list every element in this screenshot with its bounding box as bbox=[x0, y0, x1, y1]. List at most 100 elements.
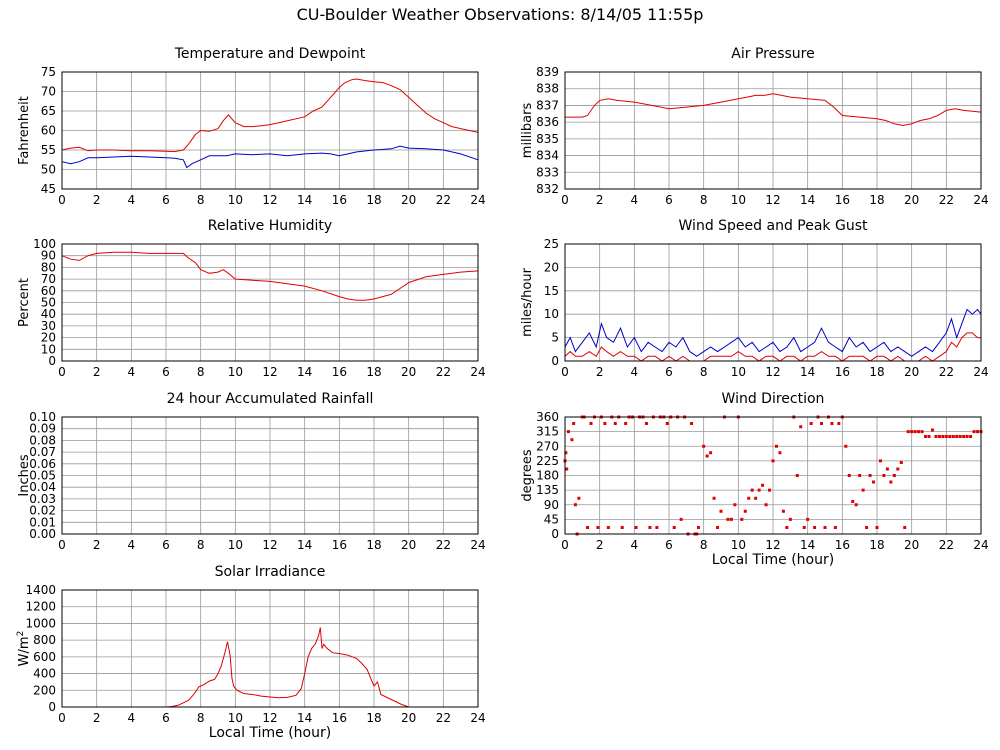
rainfall-xtick-label: 6 bbox=[162, 538, 170, 552]
temperature-xtick-label: 4 bbox=[128, 193, 136, 207]
solar-ytick-label: 1400 bbox=[25, 583, 56, 597]
wind-direction-point bbox=[972, 430, 976, 434]
wind-direction-xtick-label: 18 bbox=[869, 538, 884, 552]
wind-direction-point bbox=[696, 526, 700, 529]
wind-direction-ylabel: degrees bbox=[520, 449, 535, 502]
humidity-ytick-label: 40 bbox=[41, 307, 56, 321]
wind-direction-ytick-label: 270 bbox=[536, 439, 559, 453]
solar-title: Solar Irradiance bbox=[215, 564, 326, 580]
pressure-series-0-line bbox=[565, 93, 982, 127]
humidity-ylabel: Percent bbox=[17, 278, 32, 327]
wind-speed-xtick-label: 0 bbox=[561, 365, 569, 379]
wind-direction-point bbox=[809, 422, 813, 425]
wind-direction-point bbox=[889, 480, 893, 484]
wind-speed-xtick-label: 8 bbox=[700, 365, 708, 379]
wind-direction-point bbox=[872, 480, 876, 484]
pressure-xtick-label: 14 bbox=[800, 193, 815, 207]
pressure-xtick-label: 24 bbox=[973, 193, 988, 207]
temperature-xtick-label: 16 bbox=[332, 193, 347, 207]
rainfall-ytick-label: 0.05 bbox=[29, 469, 56, 483]
wind-direction-point bbox=[719, 509, 723, 513]
wind-direction-xtick-label: 24 bbox=[973, 538, 988, 552]
wind-direction-point bbox=[910, 430, 914, 434]
wind-direction-ytick-label: 90 bbox=[544, 498, 559, 512]
humidity-ytick-label: 70 bbox=[41, 272, 56, 286]
rainfall-xtick-label: 8 bbox=[197, 538, 205, 552]
wind-direction-point bbox=[813, 526, 817, 529]
wind-direction-point bbox=[906, 430, 910, 434]
wind-direction-point bbox=[830, 422, 834, 425]
solar-ytick-label: 1200 bbox=[25, 600, 56, 614]
wind-direction-point bbox=[802, 526, 806, 529]
wind-speed-ytick-label: 0 bbox=[551, 354, 559, 368]
humidity-xtick-label: 18 bbox=[366, 365, 381, 379]
wind-speed-xtick-label: 18 bbox=[869, 365, 884, 379]
wind-direction-point bbox=[586, 526, 590, 529]
wind-direction-point bbox=[750, 488, 754, 492]
wind-direction-point bbox=[976, 430, 980, 434]
solar-xtick-label: 22 bbox=[436, 711, 451, 725]
pressure-xtick-label: 16 bbox=[835, 193, 850, 207]
wind-direction-title: Wind Direction bbox=[722, 391, 825, 407]
wind-direction-ytick-label: 135 bbox=[536, 483, 559, 497]
rainfall-ytick-label: 0.00 bbox=[29, 527, 56, 541]
rainfall-ytick-label: 0.07 bbox=[29, 445, 56, 459]
pressure-frame bbox=[564, 71, 982, 190]
wind-direction-point bbox=[747, 496, 751, 500]
wind-speed-ylabel: miles/hour bbox=[520, 267, 535, 336]
wind-speed-ytick-label: 20 bbox=[544, 260, 559, 274]
wind-direction-point bbox=[930, 428, 934, 432]
solar-xtick-label: 8 bbox=[197, 711, 205, 725]
solar-ytick-label: 0 bbox=[48, 700, 56, 714]
humidity-ytick-label: 30 bbox=[41, 319, 56, 333]
wind-direction-ytick-label: 180 bbox=[536, 469, 559, 483]
wind-direction-point bbox=[861, 488, 865, 492]
temperature-frame bbox=[61, 71, 479, 190]
wind-speed-xtick-label: 4 bbox=[631, 365, 639, 379]
wind-speed-xtick-label: 12 bbox=[765, 365, 780, 379]
rainfall-ytick-label: 0.08 bbox=[29, 433, 56, 447]
temperature-title: Temperature and Dewpoint bbox=[174, 46, 366, 62]
rainfall-xtick-label: 4 bbox=[128, 538, 136, 552]
humidity-chart: Relative Humidity01020304050607080901000… bbox=[17, 218, 486, 379]
wind-direction-point bbox=[672, 526, 676, 529]
wind-direction-point bbox=[795, 474, 799, 477]
wind-direction-xtick-label: 0 bbox=[561, 538, 569, 552]
wind-direction-point bbox=[754, 496, 758, 500]
solar-xtick-label: 4 bbox=[128, 711, 136, 725]
wind-direction-ytick-label: 45 bbox=[544, 512, 559, 526]
wind-direction-point bbox=[613, 422, 617, 425]
temperature-xtick-label: 22 bbox=[436, 193, 451, 207]
rainfall-ytick-label: 0.02 bbox=[29, 504, 56, 518]
temperature-series-0-line bbox=[61, 78, 479, 153]
temperature-ytick-label: 60 bbox=[41, 124, 56, 138]
temperature-chart: Temperature and Dewpoint 45 50 55 60 65 70 75 0 2… bbox=[17, 46, 486, 207]
rainfall-xtick-label: 12 bbox=[262, 538, 277, 552]
wind-speed-ytick-label: 25 bbox=[544, 237, 559, 251]
pressure-ytick-label: 835 bbox=[536, 132, 559, 146]
solar-xtick-label: 16 bbox=[332, 711, 347, 725]
solar-ytick-label: 400 bbox=[33, 667, 56, 681]
wind-direction-ytick-label: 315 bbox=[536, 425, 559, 439]
solar-xtick-label: 14 bbox=[297, 711, 312, 725]
temperature-xtick-label: 18 bbox=[366, 193, 381, 207]
wind-direction-point bbox=[899, 461, 903, 464]
temperature-xtick-label: 6 bbox=[162, 193, 170, 207]
wind-direction-point bbox=[761, 483, 765, 487]
humidity-ytick-label: 20 bbox=[41, 331, 56, 345]
solar-xtick-label: 6 bbox=[162, 711, 170, 725]
solar-xlabel: Local Time (hour) bbox=[209, 725, 331, 741]
wind-direction-point bbox=[965, 435, 969, 438]
wind-speed-xtick-label: 10 bbox=[731, 365, 746, 379]
wind-direction-point bbox=[847, 474, 851, 477]
rainfall-ytick-label: 0.03 bbox=[29, 492, 56, 506]
humidity-ytick-label: 0 bbox=[48, 354, 56, 368]
wind-direction-point bbox=[958, 435, 962, 438]
wind-direction-point bbox=[924, 435, 928, 438]
solar-frame bbox=[61, 589, 479, 708]
rainfall-xtick-label: 16 bbox=[332, 538, 347, 552]
wind-direction-point bbox=[778, 451, 782, 455]
wind-direction-xtick-label: 10 bbox=[731, 538, 746, 552]
wind-direction-point bbox=[665, 422, 669, 425]
wind-direction-point bbox=[934, 435, 938, 438]
